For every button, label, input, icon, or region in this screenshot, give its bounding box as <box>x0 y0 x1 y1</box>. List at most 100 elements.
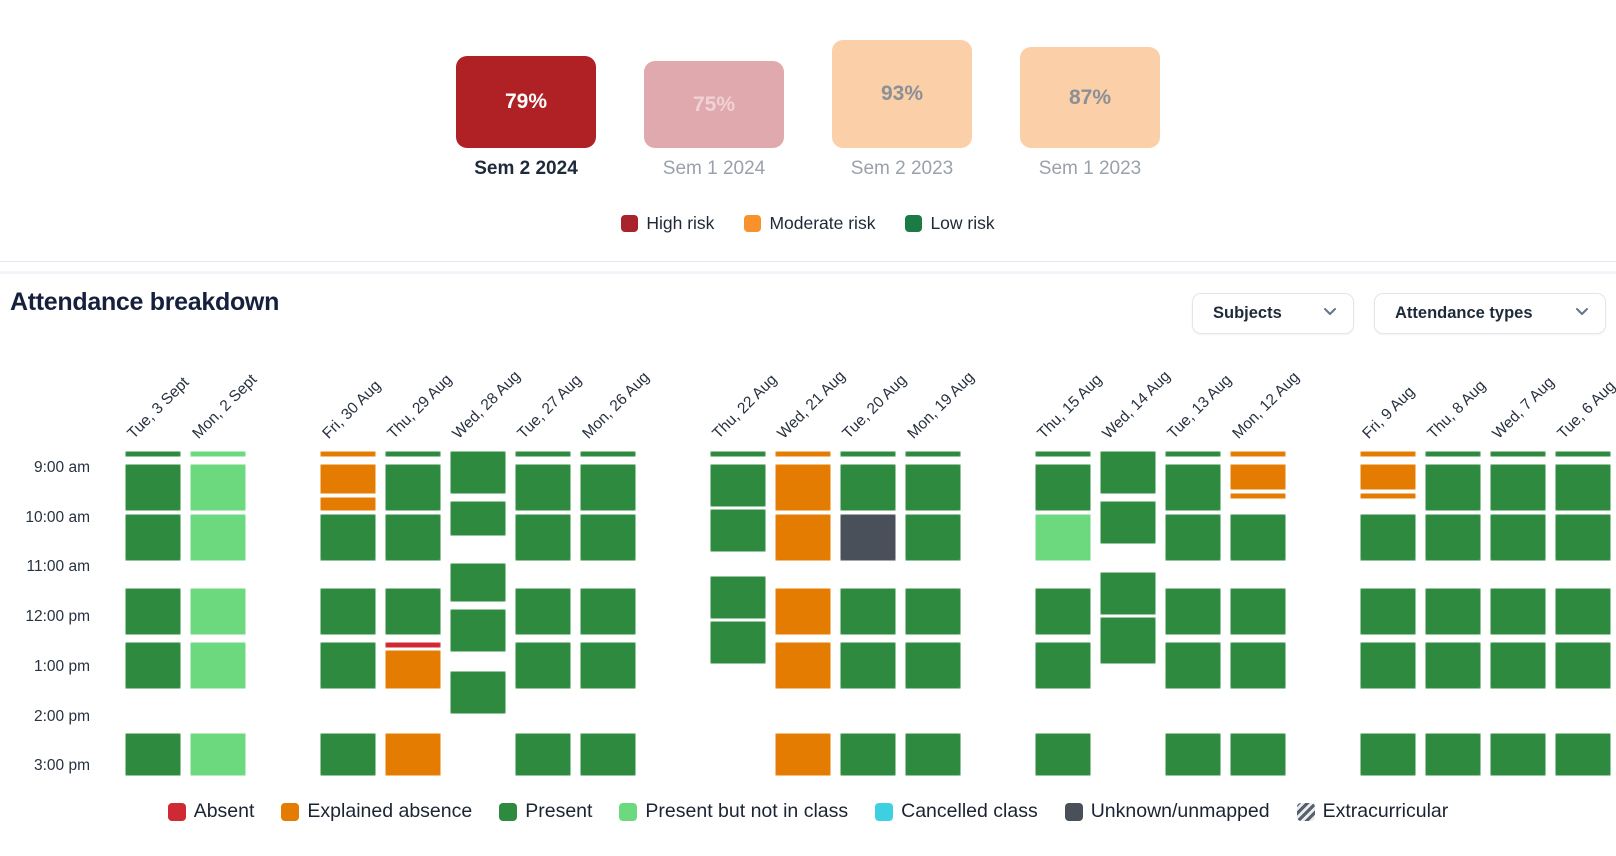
attendance-cell[interactable] <box>1230 492 1286 499</box>
attendance-cell[interactable] <box>320 588 376 636</box>
attendance-cell[interactable] <box>1035 733 1091 777</box>
attendance-cell[interactable] <box>1490 588 1546 636</box>
attendance-cell[interactable] <box>385 733 441 777</box>
semester-card-button[interactable]: 79% <box>456 56 596 148</box>
attendance-cell[interactable] <box>580 733 636 777</box>
attendance-cell[interactable] <box>190 588 246 636</box>
attendance-cell[interactable] <box>1360 451 1416 458</box>
attendance-cell[interactable] <box>1165 451 1221 458</box>
attendance-cell[interactable] <box>1490 451 1546 458</box>
attendance-cell[interactable] <box>515 588 571 636</box>
attendance-cell[interactable] <box>775 463 831 512</box>
attendance-cell[interactable] <box>1425 451 1481 458</box>
attendance-cell[interactable] <box>1035 513 1091 561</box>
attendance-cell[interactable] <box>1230 451 1286 458</box>
attendance-cell[interactable] <box>580 588 636 636</box>
attendance-cell[interactable] <box>710 621 766 665</box>
attendance-cell[interactable] <box>1425 641 1481 690</box>
attendance-cell[interactable] <box>1490 733 1546 777</box>
attendance-cell[interactable] <box>775 733 831 777</box>
attendance-cell[interactable] <box>1555 733 1611 777</box>
attendance-cell[interactable] <box>1230 733 1286 777</box>
attendance-cell[interactable] <box>450 563 506 603</box>
attendance-cell[interactable] <box>1425 463 1481 512</box>
attendance-cell[interactable] <box>905 513 961 561</box>
attendance-cell[interactable] <box>1360 733 1416 777</box>
attendance-cell[interactable] <box>385 641 441 648</box>
attendance-cell[interactable] <box>905 641 961 690</box>
attendance-cell[interactable] <box>905 451 961 458</box>
attendance-cell[interactable] <box>1490 513 1546 561</box>
attendance-cell[interactable] <box>580 463 636 512</box>
attendance-cell[interactable] <box>1165 513 1221 561</box>
attendance-cell[interactable] <box>1035 641 1091 690</box>
attendance-cell[interactable] <box>1165 641 1221 690</box>
attendance-cell[interactable] <box>1100 451 1156 495</box>
attendance-cell[interactable] <box>1555 588 1611 636</box>
attendance-cell[interactable] <box>580 641 636 690</box>
attendance-cell[interactable] <box>1490 641 1546 690</box>
attendance-cell[interactable] <box>320 496 376 512</box>
attendance-cell[interactable] <box>580 451 636 458</box>
attendance-cell[interactable] <box>190 451 246 458</box>
attendance-cell[interactable] <box>1035 463 1091 512</box>
attendance-cell[interactable] <box>1555 451 1611 458</box>
attendance-cell[interactable] <box>840 733 896 777</box>
attendance-cell[interactable] <box>125 733 181 777</box>
attendance-cell[interactable] <box>1230 641 1286 690</box>
attendance-cell[interactable] <box>1100 501 1156 545</box>
attendance-cell[interactable] <box>775 641 831 690</box>
attendance-cell[interactable] <box>1360 463 1416 491</box>
attendance-cell[interactable] <box>710 575 766 619</box>
attendance-cell[interactable] <box>385 513 441 561</box>
attendance-cell[interactable] <box>1360 492 1416 499</box>
attendance-cell[interactable] <box>515 733 571 777</box>
attendance-cell[interactable] <box>710 509 766 553</box>
attendance-cell[interactable] <box>1230 588 1286 636</box>
attendance-cell[interactable] <box>125 588 181 636</box>
attendance-cell[interactable] <box>1165 588 1221 636</box>
subjects-filter-button[interactable]: Subjects <box>1192 293 1354 334</box>
attendance-cell[interactable] <box>515 451 571 458</box>
attendance-cell[interactable] <box>515 513 571 561</box>
attendance-cell[interactable] <box>1165 733 1221 777</box>
attendance-cell[interactable] <box>840 641 896 690</box>
attendance-cell[interactable] <box>1555 513 1611 561</box>
attendance-cell[interactable] <box>450 451 506 495</box>
attendance-cell[interactable] <box>385 588 441 636</box>
attendance-cell[interactable] <box>125 513 181 561</box>
attendance-cell[interactable] <box>1035 451 1091 458</box>
attendance-cell[interactable] <box>320 451 376 458</box>
attendance-cell[interactable] <box>840 463 896 512</box>
attendance-cell[interactable] <box>775 451 831 458</box>
attendance-cell[interactable] <box>1360 641 1416 690</box>
semester-card-button[interactable]: 87% <box>1020 47 1160 148</box>
attendance-cell[interactable] <box>1490 463 1546 512</box>
attendance-cell[interactable] <box>385 650 441 690</box>
semester-card-button[interactable]: 75% <box>644 61 784 148</box>
attendance-cell[interactable] <box>905 733 961 777</box>
attendance-cell[interactable] <box>385 463 441 512</box>
attendance-cell[interactable] <box>320 733 376 777</box>
attendance-cell[interactable] <box>190 463 246 512</box>
attendance-cell[interactable] <box>125 451 181 458</box>
attendance-cell[interactable] <box>1425 588 1481 636</box>
attendance-cell[interactable] <box>320 641 376 690</box>
attendance-cell[interactable] <box>125 641 181 690</box>
attendance-cell[interactable] <box>450 670 506 714</box>
attendance-cell[interactable] <box>450 608 506 652</box>
attendance-cell[interactable] <box>775 588 831 636</box>
attendance-cell[interactable] <box>1555 463 1611 512</box>
attendance-cell[interactable] <box>775 513 831 561</box>
attendance-types-filter-button[interactable]: Attendance types <box>1374 293 1606 334</box>
attendance-cell[interactable] <box>190 641 246 690</box>
attendance-cell[interactable] <box>190 733 246 777</box>
attendance-cell[interactable] <box>840 588 896 636</box>
attendance-cell[interactable] <box>905 463 961 512</box>
semester-card-button[interactable]: 93% <box>832 40 972 148</box>
attendance-cell[interactable] <box>515 641 571 690</box>
attendance-cell[interactable] <box>1230 513 1286 561</box>
attendance-cell[interactable] <box>125 463 181 512</box>
attendance-cell[interactable] <box>1425 513 1481 561</box>
attendance-cell[interactable] <box>1035 588 1091 636</box>
